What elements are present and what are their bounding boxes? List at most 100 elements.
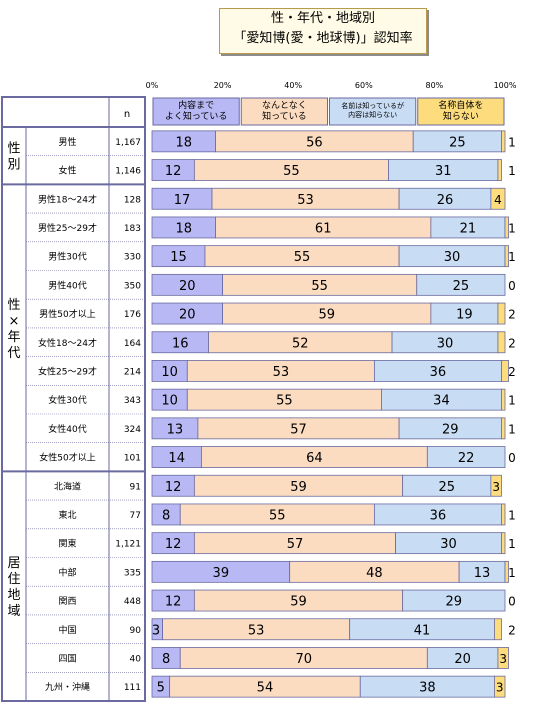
bar-segment (490, 474, 502, 497)
bar-value-label: 18 (175, 221, 192, 236)
bar-value-label: 53 (248, 623, 265, 638)
bar-segment (497, 331, 506, 354)
row-label: 女性18～24才 (38, 337, 97, 349)
bar-value-label: 1 (508, 135, 516, 149)
row-label: 関東 (58, 538, 76, 550)
bar-value-label: 12 (165, 164, 182, 179)
bar-segment (504, 216, 509, 239)
group-label-性別: 別 (7, 158, 20, 173)
bar-value-label: 53 (273, 365, 290, 380)
bar-value-label: 12 (165, 480, 182, 495)
bar-value-label: 38 (419, 681, 436, 696)
bar-segment (501, 388, 506, 411)
bar-value-label: 64 (306, 451, 323, 466)
bar-segment (416, 273, 506, 296)
bar-value-label: 1 (508, 508, 516, 522)
group-label-性×年代: 性 (7, 298, 20, 313)
row-n-value: 1,146 (115, 167, 141, 177)
bar-value-label: 15 (170, 250, 187, 265)
bar-segment (501, 360, 509, 382)
legend-label: 名称自体を (438, 99, 483, 111)
row-n-value: 335 (124, 568, 141, 578)
bar-value-label: 55 (276, 394, 293, 409)
bar-value-label: 48 (366, 566, 383, 581)
bar-segment (497, 647, 509, 669)
bar-value-label: 70 (296, 652, 313, 667)
row-n-value: 101 (124, 454, 141, 464)
group-label-性×年代: × (9, 314, 20, 329)
legend-label: 知らない (443, 110, 479, 122)
row-n-value: 214 (124, 367, 141, 377)
legend-swatch (152, 97, 240, 126)
table-frame (1, 96, 146, 702)
bar-value-label: 0 (508, 451, 516, 465)
row-n-value: 350 (124, 281, 141, 291)
bar-value-label: 59 (318, 308, 335, 323)
bar-value-label: 55 (269, 508, 286, 523)
bar-value-label: 12 (165, 537, 182, 552)
bar-value-label: 13 (474, 566, 491, 581)
bar-value-label: 3 (492, 480, 500, 494)
bar-segment (501, 130, 506, 153)
bar-value-label: 0 (508, 595, 516, 609)
group-label-居住地域: 居 (7, 556, 20, 571)
bar-value-label: 30 (437, 336, 454, 351)
bar-value-label: 17 (174, 193, 191, 208)
bar-value-label: 2 (508, 336, 516, 350)
row-label: 東北 (58, 509, 76, 521)
bar-value-label: 20 (179, 279, 196, 294)
row-label: 男性 (58, 136, 76, 148)
row-label: 九州・沖縄 (45, 681, 90, 693)
bar-value-label: 61 (315, 221, 332, 236)
bar-segment (402, 589, 506, 612)
bar-segment (494, 675, 506, 698)
row-label: 女性30代 (48, 394, 86, 406)
bar-value-label: 41 (414, 623, 431, 638)
legend-swatch (329, 97, 417, 126)
bar-value-label: 25 (453, 279, 470, 294)
bar-value-label: 1 (508, 537, 516, 551)
bar-value-label: 22 (458, 451, 475, 466)
bar-value-label: 56 (306, 135, 323, 150)
bar-value-label: 0 (508, 279, 516, 293)
bar-value-label: 29 (446, 595, 463, 610)
legend-label: 内容まで (178, 99, 214, 111)
row-n-value: 77 (130, 511, 141, 521)
bar-value-label: 39 (213, 566, 230, 581)
row-label: 男性25～29才 (38, 222, 97, 234)
bar-value-label: 20 (179, 308, 196, 323)
row-n-value: 330 (124, 253, 141, 263)
bar-value-label: 12 (165, 595, 182, 610)
n-column-header: n (124, 109, 130, 120)
bar-segment (504, 245, 509, 268)
row-n-value: 91 (130, 482, 141, 492)
bar-value-label: 2 (508, 365, 516, 379)
bar-value-label: 34 (433, 394, 450, 409)
row-n-value: 128 (124, 195, 141, 205)
bar-segment (497, 302, 506, 325)
chart-title: 性・年代・地域別 「愛知博(愛・地球博)」認知率 (219, 8, 427, 54)
legend-label: 名前は知っているが (341, 101, 404, 110)
bar-value-label: 36 (430, 508, 447, 523)
bar-value-label: 55 (294, 250, 311, 265)
bar-value-label: 21 (460, 221, 477, 236)
row-label: 北海道 (54, 480, 81, 492)
x-tick-label: 60% (355, 81, 373, 90)
bar-value-label: 1 (508, 566, 516, 580)
bar-value-label: 1 (508, 164, 516, 178)
row-label: 男性50才以上 (39, 308, 95, 320)
x-tick-label: 20% (214, 81, 232, 90)
row-n-value: 111 (124, 683, 141, 693)
row-n-value: 1,121 (115, 540, 141, 550)
bar-segment (501, 503, 506, 526)
bar-value-label: 18 (175, 135, 192, 150)
legend-swatch (240, 97, 328, 126)
bar-value-label: 54 (257, 681, 274, 696)
bar-value-label: 2 (508, 308, 516, 322)
bar-value-label: 52 (292, 336, 309, 351)
row-label: 女性40代 (48, 423, 86, 435)
bar-value-label: 10 (161, 394, 178, 409)
bar-value-label: 20 (454, 652, 471, 667)
bar-value-label: 3 (496, 681, 504, 695)
